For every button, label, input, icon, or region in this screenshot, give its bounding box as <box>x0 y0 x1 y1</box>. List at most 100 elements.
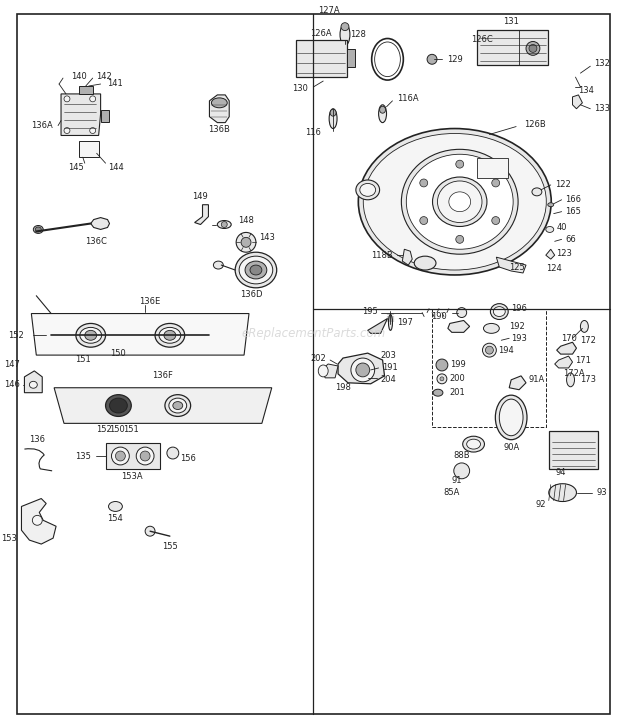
Text: 150: 150 <box>110 425 125 434</box>
Text: 116: 116 <box>306 128 321 137</box>
Polygon shape <box>497 257 526 273</box>
Polygon shape <box>368 318 388 333</box>
Circle shape <box>112 447 130 465</box>
Polygon shape <box>448 320 469 333</box>
Text: 118B: 118B <box>371 250 392 260</box>
Text: 136A: 136A <box>32 121 53 130</box>
Bar <box>79 86 93 94</box>
Circle shape <box>420 179 428 187</box>
Ellipse shape <box>484 323 499 333</box>
Text: 151: 151 <box>75 355 91 363</box>
Ellipse shape <box>401 149 518 254</box>
Text: 132: 132 <box>595 59 610 68</box>
Ellipse shape <box>340 24 350 45</box>
Text: 152: 152 <box>7 331 24 340</box>
Ellipse shape <box>495 395 527 440</box>
Ellipse shape <box>105 395 131 416</box>
Ellipse shape <box>245 261 267 279</box>
Circle shape <box>454 463 469 479</box>
Text: 156: 156 <box>180 454 196 464</box>
Text: 136: 136 <box>29 435 45 443</box>
Ellipse shape <box>341 23 349 31</box>
Ellipse shape <box>494 306 505 317</box>
Text: 148: 148 <box>238 216 254 225</box>
Ellipse shape <box>169 398 187 413</box>
Polygon shape <box>32 314 249 355</box>
Text: 141: 141 <box>107 79 123 87</box>
Text: 146: 146 <box>4 380 19 389</box>
Bar <box>105 443 160 469</box>
Text: 136F: 136F <box>153 371 174 380</box>
Ellipse shape <box>549 483 577 502</box>
Ellipse shape <box>532 188 542 196</box>
Circle shape <box>64 96 70 102</box>
Circle shape <box>221 221 228 227</box>
Circle shape <box>529 44 537 52</box>
Ellipse shape <box>329 108 337 129</box>
Ellipse shape <box>358 129 551 275</box>
Text: 195: 195 <box>362 307 378 316</box>
Text: 201: 201 <box>450 388 466 397</box>
Text: 131: 131 <box>503 17 519 26</box>
Text: 166: 166 <box>565 195 582 205</box>
Text: 155: 155 <box>162 542 178 550</box>
Ellipse shape <box>438 181 482 223</box>
Bar <box>79 141 99 157</box>
Ellipse shape <box>406 154 513 249</box>
Text: 140: 140 <box>71 71 87 81</box>
Circle shape <box>356 363 370 377</box>
Text: 198: 198 <box>335 383 351 392</box>
Ellipse shape <box>35 227 42 232</box>
Text: 196: 196 <box>511 304 527 313</box>
Text: 90A: 90A <box>503 443 520 451</box>
Ellipse shape <box>467 439 480 449</box>
Circle shape <box>241 237 251 248</box>
Ellipse shape <box>433 177 487 226</box>
Ellipse shape <box>567 373 575 387</box>
Text: 202: 202 <box>311 354 326 363</box>
Ellipse shape <box>389 314 392 331</box>
Text: 127A: 127A <box>319 7 340 15</box>
Bar <box>296 39 347 77</box>
Polygon shape <box>402 249 412 265</box>
Text: 125: 125 <box>509 263 525 272</box>
Text: 151: 151 <box>123 425 139 434</box>
Text: 147: 147 <box>4 360 19 370</box>
Text: 144: 144 <box>108 162 124 172</box>
Text: 91A: 91A <box>529 376 545 384</box>
Circle shape <box>167 447 179 459</box>
Ellipse shape <box>414 256 436 270</box>
Ellipse shape <box>235 252 277 288</box>
Ellipse shape <box>110 398 127 413</box>
Text: 190: 190 <box>431 312 447 321</box>
Polygon shape <box>195 205 208 224</box>
Text: 130: 130 <box>293 84 308 93</box>
Text: 136C: 136C <box>85 237 107 246</box>
Polygon shape <box>61 94 100 135</box>
Text: 153: 153 <box>1 534 17 542</box>
Text: 129: 129 <box>447 55 463 64</box>
Text: 193: 193 <box>511 333 527 343</box>
Ellipse shape <box>155 323 185 347</box>
Text: 173: 173 <box>580 376 596 384</box>
Text: 194: 194 <box>498 346 514 355</box>
Text: 66: 66 <box>565 235 577 244</box>
Text: 126A: 126A <box>311 29 332 38</box>
Text: 92: 92 <box>535 500 546 509</box>
Circle shape <box>482 343 497 357</box>
Circle shape <box>456 160 464 168</box>
Polygon shape <box>91 218 110 229</box>
Circle shape <box>457 308 467 317</box>
Circle shape <box>351 358 374 381</box>
Ellipse shape <box>211 98 228 108</box>
Text: 40: 40 <box>557 223 567 232</box>
Ellipse shape <box>548 202 554 207</box>
Text: 197: 197 <box>397 318 414 327</box>
Text: 126C: 126C <box>471 35 492 44</box>
Polygon shape <box>210 95 229 122</box>
Polygon shape <box>24 371 42 392</box>
Text: 171: 171 <box>575 355 591 365</box>
Text: 124: 124 <box>546 264 562 272</box>
Ellipse shape <box>499 399 523 436</box>
Text: eReplacementParts.com: eReplacementParts.com <box>241 327 386 340</box>
